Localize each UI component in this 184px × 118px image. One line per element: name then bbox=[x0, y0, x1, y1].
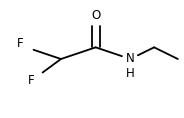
Text: F: F bbox=[28, 74, 34, 87]
Text: F: F bbox=[17, 37, 23, 50]
Text: O: O bbox=[91, 9, 100, 22]
Text: H: H bbox=[126, 67, 135, 80]
Text: N: N bbox=[126, 53, 135, 65]
